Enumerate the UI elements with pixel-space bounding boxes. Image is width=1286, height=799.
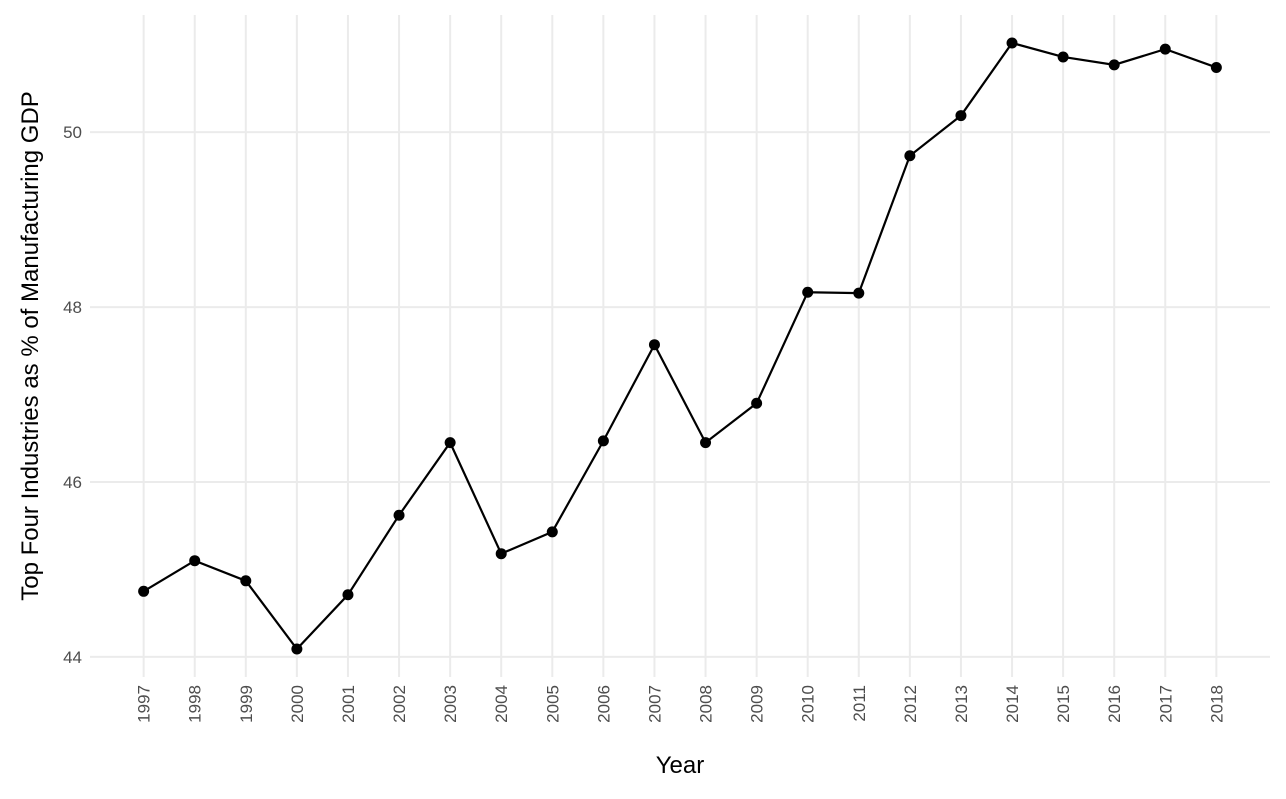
x-tick-label: 2011 xyxy=(850,685,869,722)
point xyxy=(495,548,507,560)
y-tick-label: 46 xyxy=(63,473,82,492)
x-tick-label: 2000 xyxy=(288,685,307,723)
x-tick-label: 2012 xyxy=(901,685,920,723)
point xyxy=(546,526,558,538)
point xyxy=(189,555,201,567)
x-tick-label: 2003 xyxy=(441,685,460,723)
x-tick-label: 2005 xyxy=(543,685,562,723)
point xyxy=(240,575,252,587)
point xyxy=(138,585,150,597)
point xyxy=(955,110,967,122)
x-tick-label: 2015 xyxy=(1054,685,1073,723)
x-tick-label: 2006 xyxy=(594,685,613,723)
point xyxy=(751,397,763,409)
x-tick-label: 2017 xyxy=(1156,685,1175,723)
point xyxy=(648,339,660,351)
point xyxy=(700,437,712,449)
y-tick-label: 48 xyxy=(63,298,82,317)
x-tick-label: 2007 xyxy=(645,685,664,723)
x-tick-label: 2002 xyxy=(390,685,409,723)
y-tick-label: 50 xyxy=(63,123,82,142)
point xyxy=(1108,59,1120,71)
x-tick-label: 1998 xyxy=(186,685,205,723)
x-tick-label: 2004 xyxy=(492,685,511,723)
y-axis-title: Top Four Industries as % of Manufacturin… xyxy=(17,91,44,601)
x-tick-label: 2010 xyxy=(799,685,818,723)
point xyxy=(444,437,456,449)
point xyxy=(802,286,814,298)
x-tick-label: 2016 xyxy=(1105,685,1124,723)
x-tick-label: 1997 xyxy=(135,685,154,723)
x-tick-label: 2013 xyxy=(952,685,971,723)
point xyxy=(1210,61,1222,73)
x-tick-label: 2014 xyxy=(1003,685,1022,723)
x-tick-label: 1999 xyxy=(237,685,256,723)
point xyxy=(342,589,354,601)
x-tick-label: 2009 xyxy=(748,685,767,723)
y-tick-label: 44 xyxy=(63,648,82,667)
point xyxy=(904,150,916,162)
point xyxy=(853,287,865,299)
point xyxy=(597,435,609,447)
x-tick-label: 2001 xyxy=(339,685,358,723)
x-tick-label: 2018 xyxy=(1207,685,1226,723)
line xyxy=(143,41,1217,651)
point xyxy=(1006,37,1018,49)
x-axis-title: Year xyxy=(656,752,705,779)
point xyxy=(291,643,303,655)
point xyxy=(393,509,405,521)
point xyxy=(1159,43,1171,55)
point xyxy=(1057,51,1069,63)
x-tick-label: 2008 xyxy=(697,685,716,723)
